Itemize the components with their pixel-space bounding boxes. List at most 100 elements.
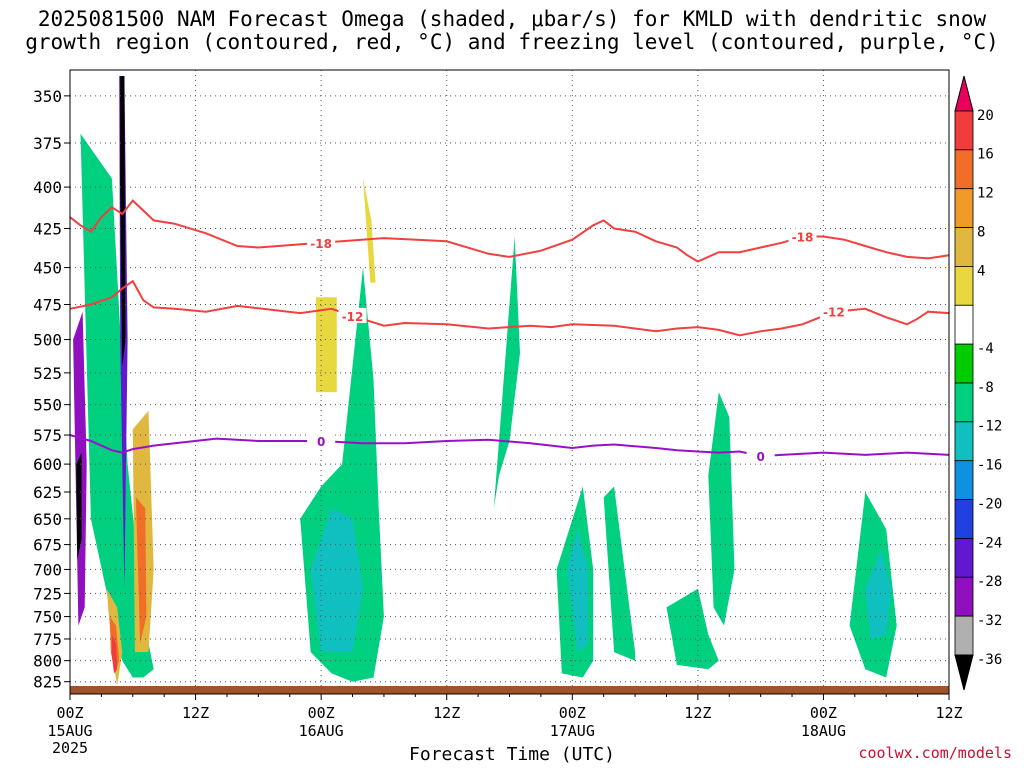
y-tick-label-375: 375 bbox=[33, 134, 62, 153]
omega-region-4 bbox=[603, 486, 636, 661]
y-tick-label-350: 350 bbox=[33, 87, 62, 106]
terrain-ground-strip bbox=[70, 686, 949, 694]
colorbar-top-arrow bbox=[954, 75, 974, 112]
x-axis-title: Forecast Time (UTC) bbox=[409, 744, 615, 765]
x-tick-year-0: 2025 bbox=[52, 739, 88, 757]
title-line-2: growth region (contoured, red, °C) and f… bbox=[25, 30, 999, 54]
y-tick-label-825: 825 bbox=[33, 673, 62, 692]
contour-label-bg-2-1 bbox=[746, 448, 775, 464]
colorbar-box-3 bbox=[954, 227, 974, 267]
colorbar-box-9 bbox=[954, 460, 974, 500]
colorbar-label-0: 20 bbox=[977, 108, 994, 124]
y-tick-label-700: 700 bbox=[33, 560, 62, 579]
y-tick-label-775: 775 bbox=[33, 630, 62, 649]
omega-region-21 bbox=[120, 76, 126, 367]
omega-region-17 bbox=[135, 497, 147, 644]
y-tick-label-600: 600 bbox=[33, 455, 62, 474]
contour-label-2-0: 0 bbox=[317, 435, 325, 449]
colorbar-box-12 bbox=[954, 576, 974, 617]
chart-title: 2025081500 NAM Forecast Omega (shaded, μ… bbox=[0, 8, 1024, 54]
colorbar: 20 16 12 8 4 -4 -8 -12 -16 -20 -24 -28 -32 -36 bbox=[954, 75, 1002, 691]
omega-region-19 bbox=[76, 452, 82, 560]
y-tick-label-525: 525 bbox=[33, 364, 62, 383]
colorbar-label-9: -20 bbox=[977, 496, 1002, 512]
colorbar-label-11: -28 bbox=[977, 574, 1002, 590]
colorbar-box-11 bbox=[954, 538, 974, 578]
contour-label-bg-0-1 bbox=[788, 228, 817, 244]
x-tick-date-0: 15AUG bbox=[47, 722, 92, 740]
contour-label-bg-1-0 bbox=[338, 307, 367, 323]
contour-label-1-1: -12 bbox=[823, 306, 845, 320]
colorbar-label-10: -24 bbox=[977, 535, 1002, 551]
colorbar-label-13: -36 bbox=[977, 652, 1002, 668]
omega-region-9 bbox=[567, 529, 588, 653]
colorbar-label-3: 8 bbox=[977, 224, 985, 240]
colorbar-label-2: 12 bbox=[977, 186, 994, 202]
omega-region-2 bbox=[493, 236, 520, 509]
contour-label-1-0: -12 bbox=[342, 310, 364, 324]
y-axis: 350 375 400 425 450 475 500 525 550 575 600 625 650 6… bbox=[33, 87, 70, 692]
x-tick-label-3: 12Z bbox=[433, 704, 460, 722]
y-tick-label-500: 500 bbox=[33, 331, 62, 350]
y-tick-label-675: 675 bbox=[33, 536, 62, 555]
colorbar-box-1 bbox=[954, 149, 974, 190]
x-tick-date-6: 18AUG bbox=[801, 722, 846, 740]
omega-region-5 bbox=[666, 588, 719, 670]
colorbar-label-4: 4 bbox=[977, 263, 985, 279]
colorbar-bottom-arrow bbox=[954, 654, 974, 691]
colorbar-label-12: -32 bbox=[977, 613, 1002, 629]
colorbar-box-8 bbox=[954, 421, 974, 462]
omega-region-15 bbox=[111, 634, 118, 674]
colorbar-label-6: -8 bbox=[977, 380, 994, 396]
y-tick-label-575: 575 bbox=[33, 426, 62, 445]
colorbar-label-7: -12 bbox=[977, 419, 1002, 435]
y-tick-label-625: 625 bbox=[33, 483, 62, 502]
x-tick-label-2: 00Z bbox=[308, 704, 335, 722]
colorbar-box-2 bbox=[954, 188, 974, 228]
colorbar-box-5 bbox=[954, 304, 974, 345]
colorbar-box-13 bbox=[954, 615, 974, 656]
y-tick-label-400: 400 bbox=[33, 178, 62, 197]
x-tick-date-4: 17AUG bbox=[550, 722, 595, 740]
omega-region-8 bbox=[310, 508, 363, 653]
colorbar-box-10 bbox=[954, 499, 974, 539]
y-tick-label-425: 425 bbox=[33, 220, 62, 239]
x-tick-label-4: 00Z bbox=[559, 704, 586, 722]
x-tick-label-7: 12Z bbox=[935, 704, 962, 722]
y-tick-label-800: 800 bbox=[33, 652, 62, 671]
omega-region-6 bbox=[708, 392, 735, 626]
contour-label-bg-1-1 bbox=[819, 303, 848, 319]
contour-line-0 bbox=[69, 199, 950, 263]
y-tick-label-750: 750 bbox=[33, 608, 62, 627]
contour-label-0-0: -18 bbox=[310, 237, 332, 251]
y-tick-label-725: 725 bbox=[33, 584, 62, 603]
colorbar-box-6 bbox=[954, 343, 974, 384]
colorbar-label-5: -4 bbox=[977, 341, 994, 357]
colorbar-label-8: -16 bbox=[977, 458, 1002, 474]
omega-region-12 bbox=[363, 178, 376, 283]
y-tick-label-650: 650 bbox=[33, 510, 62, 529]
omega-shading-layer bbox=[73, 76, 897, 686]
x-tick-label-5: 12Z bbox=[684, 704, 711, 722]
contour-layer: -18 -18 -12 -12 0 0 bbox=[69, 199, 950, 464]
title-line-1: 2025081500 NAM Forecast Omega (shaded, μ… bbox=[37, 7, 987, 31]
contour-label-0-1: -18 bbox=[792, 231, 814, 245]
x-tick-label-0: 00Z bbox=[56, 704, 83, 722]
contour-label-2-1: 0 bbox=[756, 450, 764, 464]
watermark: coolwx.com/models bbox=[858, 744, 1012, 762]
colorbar-box-4 bbox=[954, 266, 974, 306]
colorbar-box-0 bbox=[954, 110, 974, 151]
x-tick-label-1: 12Z bbox=[182, 704, 209, 722]
contour-label-bg-0-0 bbox=[307, 234, 336, 250]
colorbar-box-7 bbox=[954, 382, 974, 423]
y-tick-label-475: 475 bbox=[33, 296, 62, 315]
x-tick-label-6: 00Z bbox=[810, 704, 837, 722]
y-tick-label-450: 450 bbox=[33, 259, 62, 278]
contour-label-bg-2-0 bbox=[307, 432, 336, 448]
x-tick-date-2: 16AUG bbox=[299, 722, 344, 740]
omega-region-10 bbox=[865, 549, 892, 639]
y-tick-label-550: 550 bbox=[33, 396, 62, 415]
colorbar-label-1: 16 bbox=[977, 147, 994, 163]
